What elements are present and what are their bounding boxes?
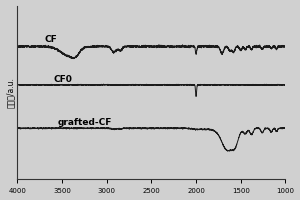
- Y-axis label: 反射率/a.u.: 反射率/a.u.: [6, 77, 15, 108]
- Text: grafted-CF: grafted-CF: [58, 118, 112, 127]
- Text: CF0: CF0: [53, 75, 72, 84]
- Text: CF: CF: [44, 35, 57, 44]
